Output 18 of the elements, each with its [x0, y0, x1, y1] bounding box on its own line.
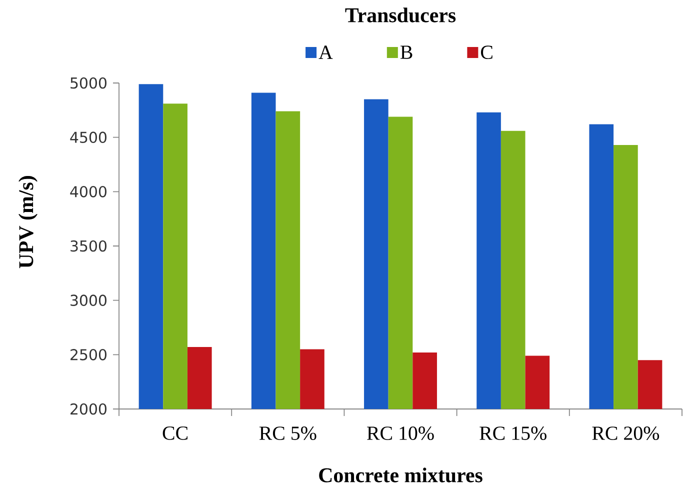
legend-label: C: [480, 46, 492, 60]
y-tick-label: 2000: [70, 403, 106, 415]
x-tick-label: RC 20%: [592, 426, 660, 440]
legend-label: B: [400, 46, 412, 59]
y-axis-title: UPV (m/s): [18, 176, 38, 268]
y-tick-label: 5000: [70, 77, 106, 89]
y-tick-label: 2500: [70, 349, 106, 360]
x-tick-label: CC: [162, 426, 188, 440]
y-tick-label: 4000: [70, 186, 106, 198]
legend-title: Transducers: [345, 8, 456, 22]
legend-label: A: [318, 46, 333, 59]
x-tick-label: RC 10%: [367, 426, 434, 440]
y-tick-label: 3000: [70, 294, 106, 306]
x-axis-title: Concrete mixtures: [319, 468, 482, 482]
y-tick-label: 3500: [70, 240, 106, 252]
x-tick-label: RC 5%: [259, 426, 316, 440]
y-tick-label: 4500: [70, 132, 106, 143]
x-tick-label: RC 15%: [480, 426, 546, 440]
